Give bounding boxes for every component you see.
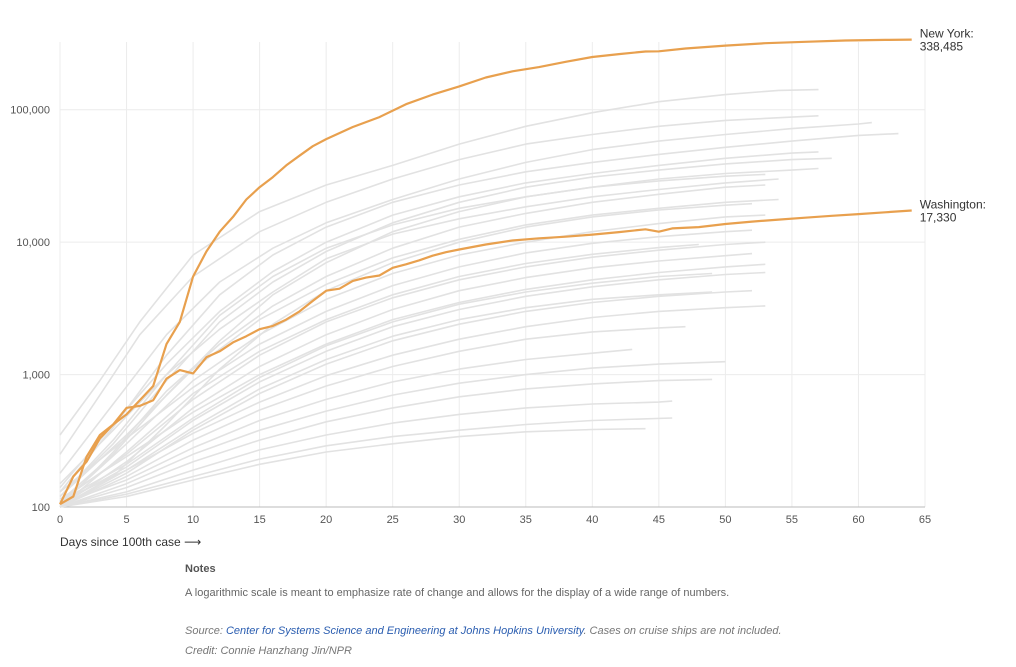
- x-tick-label: 50: [719, 514, 731, 526]
- notes-title: Notes: [185, 563, 216, 575]
- background-series-line: [59, 184, 766, 508]
- background-series-line: [59, 427, 646, 508]
- background-series-line: [59, 305, 766, 503]
- x-tick-label: 55: [786, 514, 798, 526]
- background-series-line: [59, 348, 633, 505]
- grid: [59, 42, 926, 508]
- x-tick-label: 30: [453, 514, 465, 526]
- x-tick-label: 35: [520, 514, 532, 526]
- background-series-line: [59, 132, 899, 493]
- background-series-line: [59, 88, 819, 436]
- x-tick-label: 0: [57, 514, 63, 526]
- background-series-line: [59, 289, 753, 508]
- background-series-line: [59, 272, 713, 503]
- background-series-line: [59, 263, 766, 500]
- credit-line: Credit: Connie Hanzhang Jin/NPR: [185, 645, 352, 657]
- notes-text: A logarithmic scale is meant to emphasiz…: [185, 587, 730, 599]
- background-series-line: [59, 243, 699, 508]
- background-series-line: [59, 214, 766, 505]
- end-labels: New York:338,485 Washington:17,330: [920, 27, 986, 225]
- x-tick-label: 60: [852, 514, 864, 526]
- washington-line: [59, 209, 912, 506]
- source-line: Source: Center for Systems Science and E…: [185, 625, 885, 637]
- x-tick-label: 45: [653, 514, 665, 526]
- background-series-line: [59, 115, 819, 455]
- background-series-line: [59, 291, 713, 508]
- background-series-line: [59, 417, 673, 508]
- x-axis-label: Days since 100th case ⟶: [60, 535, 202, 549]
- background-series-line: [59, 252, 753, 508]
- cases-chart: 0 5 10 15 20 25 30 35 40 45 50 55 60 65 100 1,000 10,000…: [10, 27, 986, 526]
- background-series-line: [59, 271, 766, 505]
- new-york-end-label: New York:: [920, 27, 974, 41]
- x-tick-label: 5: [123, 514, 129, 526]
- background-series-lines: [59, 88, 899, 508]
- new-york-line: [59, 38, 912, 505]
- new-york-end-label: 338,485: [920, 40, 964, 54]
- y-tick-label: 1,000: [22, 370, 50, 382]
- background-series-line: [59, 151, 819, 489]
- y-tick-label: 100: [32, 502, 50, 514]
- background-series-line: [59, 229, 753, 493]
- background-series-line: [59, 400, 673, 508]
- x-tick-label: 10: [187, 514, 199, 526]
- highlight-series-lines: [59, 38, 912, 506]
- background-series-line: [59, 198, 779, 498]
- background-series-line: [59, 360, 726, 508]
- y-tick-label: 100,000: [10, 105, 50, 117]
- y-tick-label: 10,000: [16, 237, 50, 249]
- source-suffix: . Cases on cruise ships are not included…: [583, 625, 782, 637]
- background-series-line: [59, 325, 686, 508]
- x-tick-label: 65: [919, 514, 931, 526]
- background-series-line: [59, 378, 713, 508]
- source-link[interactable]: Center for Systems Science and Engineeri…: [225, 625, 584, 637]
- x-tick-label: 20: [320, 514, 332, 526]
- source-prefix: Source:: [185, 625, 226, 637]
- background-series-line: [59, 173, 766, 498]
- background-series-line: [59, 121, 872, 474]
- background-series-line: [59, 157, 832, 498]
- x-tick-label: 40: [586, 514, 598, 526]
- background-series-line: [59, 202, 753, 508]
- axis-ticks: 0 5 10 15 20 25 30 35 40 45 50 55 60 65 100 1,000 10,000…: [10, 105, 931, 526]
- washington-end-label: Washington:: [920, 198, 986, 212]
- washington-end-label: 17,330: [920, 211, 957, 225]
- x-tick-label: 15: [253, 514, 265, 526]
- notes-section: Notes A logarithmic scale is meant to em…: [185, 563, 885, 657]
- x-tick-label: 25: [387, 514, 399, 526]
- background-series-line: [59, 241, 766, 503]
